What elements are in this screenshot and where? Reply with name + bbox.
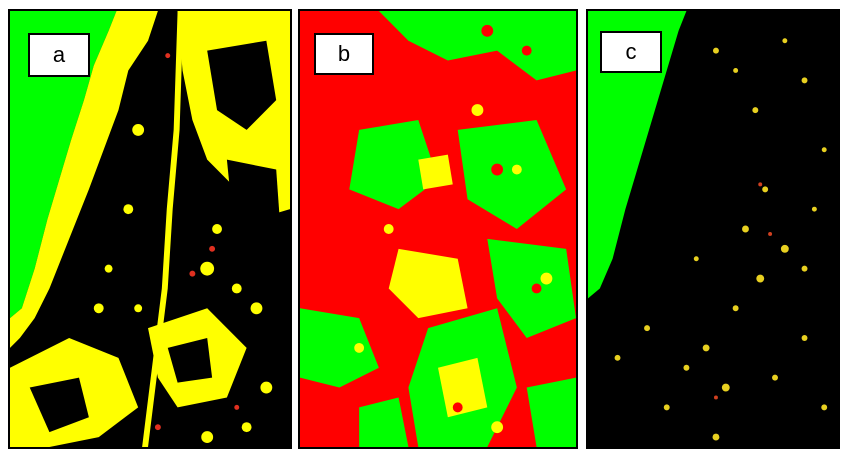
- classified-map-c: [588, 11, 838, 447]
- panel-label-a: a: [28, 33, 90, 77]
- panel-label-c: c: [600, 31, 662, 73]
- panel-label-text: b: [337, 41, 351, 66]
- panel-label-b: b: [314, 33, 374, 75]
- map-panel-c: c: [586, 9, 840, 449]
- classified-map-a: [10, 11, 290, 447]
- map-panel-b: b: [298, 9, 578, 449]
- panel-label-text: a: [52, 42, 66, 67]
- classified-map-b: [300, 11, 576, 447]
- panel-label-text: c: [625, 39, 637, 64]
- map-panel-a: a: [8, 9, 292, 449]
